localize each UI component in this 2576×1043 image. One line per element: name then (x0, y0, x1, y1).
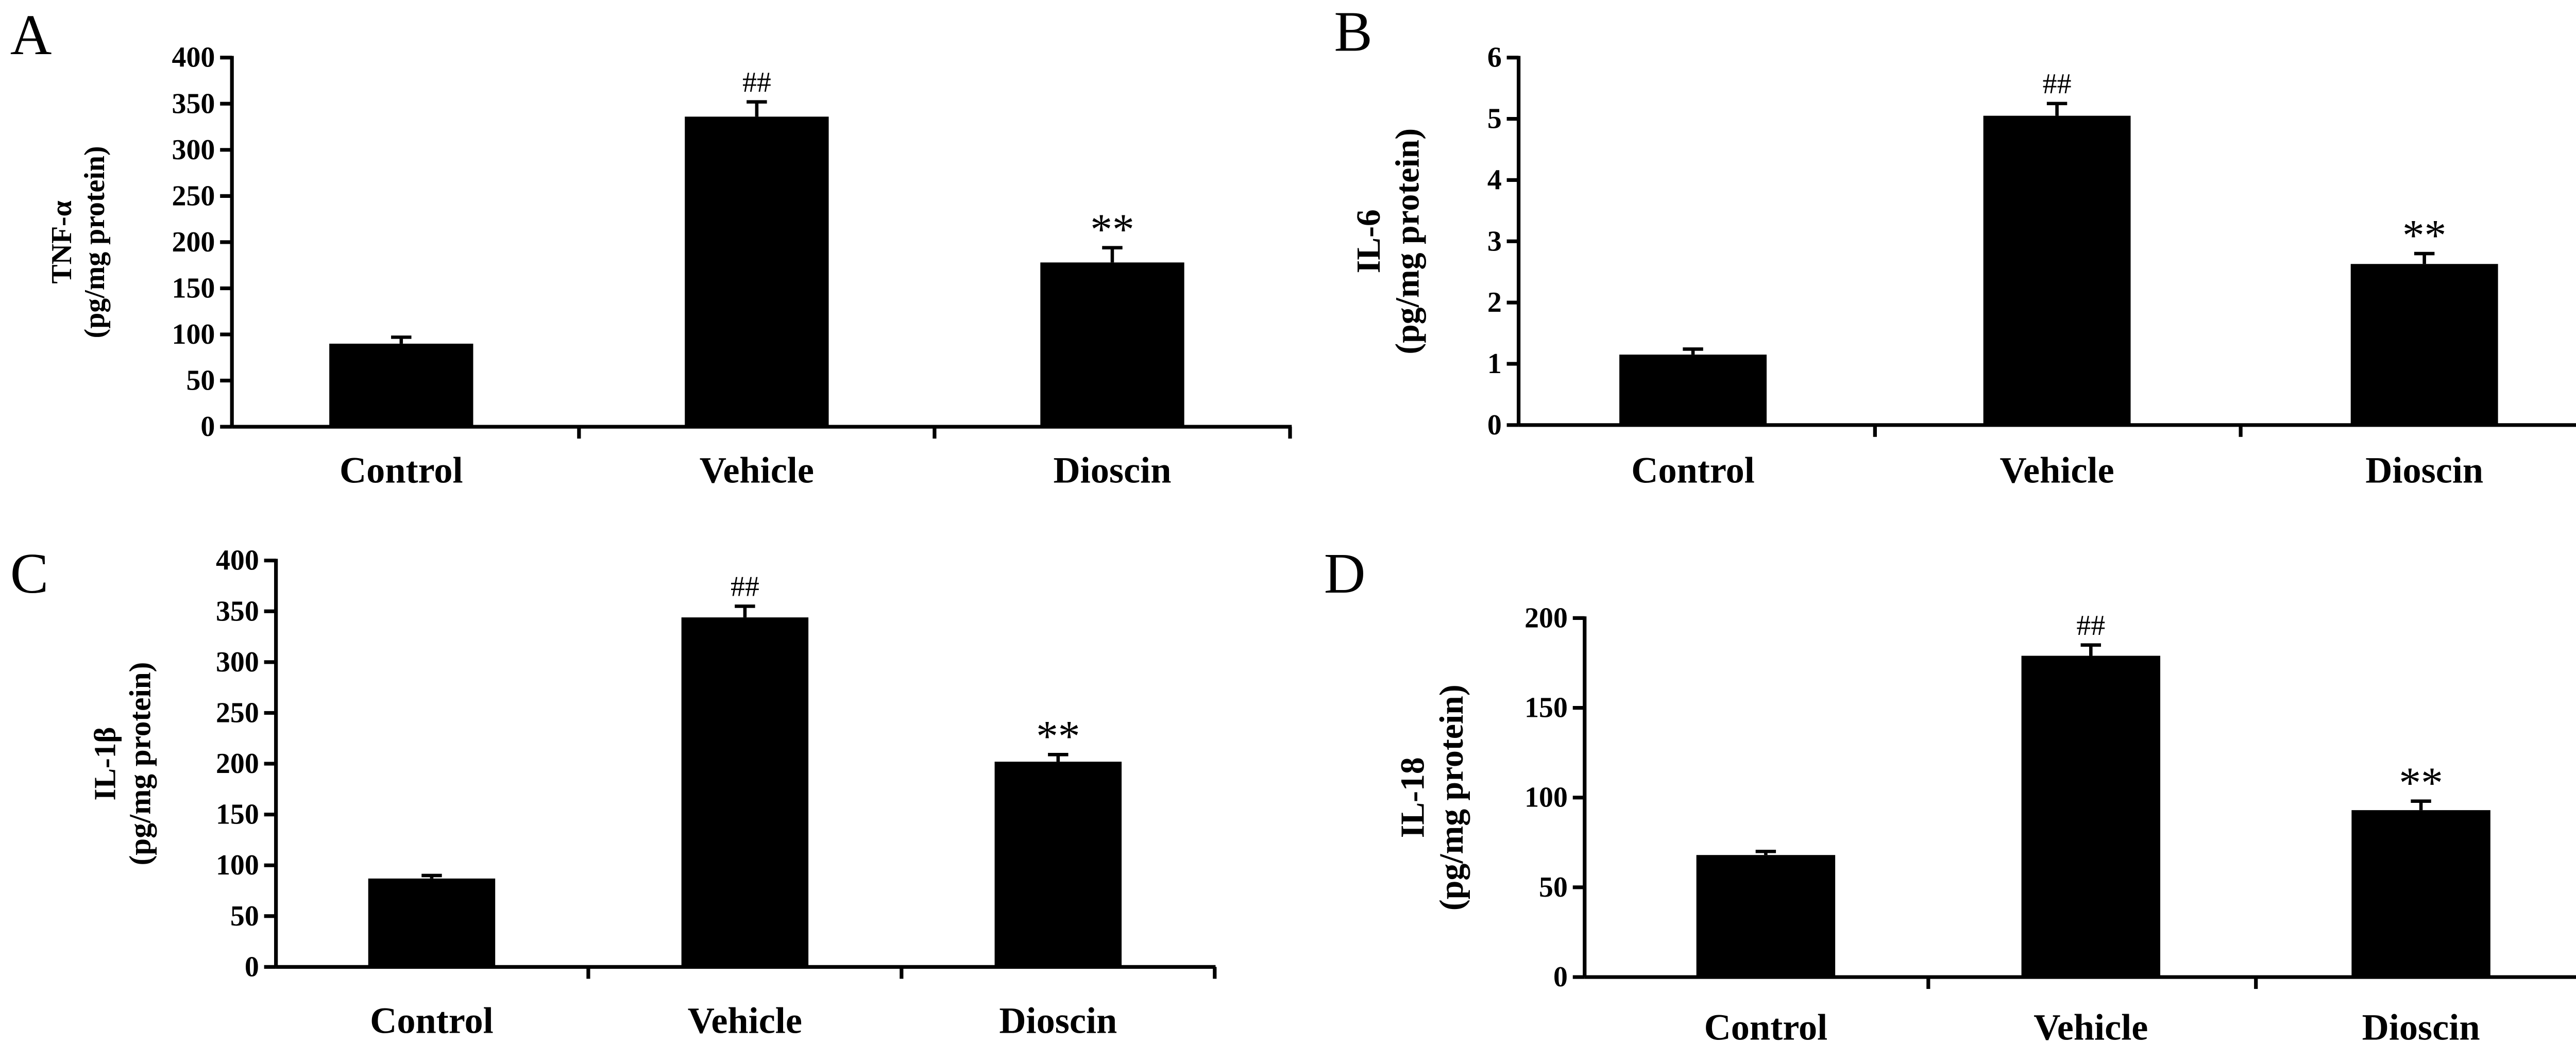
significance-annotation: ## (742, 66, 771, 98)
y-tick-label: 1 (1487, 348, 1502, 380)
y-axis-title-unit: (pg/mg protein) (1433, 684, 1470, 911)
category-label: Control (1704, 1007, 1828, 1043)
y-tick-label: 2 (1487, 287, 1502, 318)
y-tick-label: 4 (1487, 164, 1502, 196)
bar-vehicle (685, 116, 829, 427)
y-tick-label: 5 (1487, 103, 1502, 135)
y-tick-label: 50 (230, 900, 259, 932)
y-axis-title-main: TNF-α (46, 200, 78, 284)
significance-annotation: ## (2076, 610, 2105, 642)
y-axis-title: IL-18 (pg/mg protein) (1394, 684, 1471, 911)
y-tick-label: 6 (1487, 42, 1502, 74)
bar-control (1696, 855, 1836, 978)
category-label: Control (370, 1000, 494, 1041)
bar-dioscin (2350, 264, 2498, 425)
y-tick-label: 250 (216, 697, 259, 729)
category-label: Dioscin (999, 1000, 1117, 1041)
y-tick-label: 400 (216, 545, 259, 577)
y-tick-label: 200 (216, 748, 259, 780)
y-tick-label: 150 (216, 799, 259, 831)
y-axis-title: IL-6 (pg/mg protein) (1350, 128, 1427, 355)
y-tick-label: 100 (1524, 782, 1568, 814)
y-tick-label: 150 (172, 272, 215, 304)
significance-annotation: ** (2399, 759, 2443, 808)
y-axis-title-unit: (pg/mg protein) (123, 662, 157, 866)
y-axis-title-main: IL-18 (1394, 757, 1432, 838)
bar-dioscin (2351, 810, 2490, 978)
panel-letter: D (1324, 542, 1366, 605)
chart-panel-c: C 0 50 100 150 200 250 300 350 400 Control ## Vehicl… (10, 542, 1217, 1041)
significance-annotation: ## (731, 571, 759, 603)
y-axis-title-main: IL-1β (88, 727, 122, 801)
category-label: Control (340, 450, 463, 491)
y-tick-label: 0 (245, 951, 259, 983)
y-tick-label: 100 (216, 849, 259, 881)
significance-annotation: ## (2043, 68, 2072, 100)
y-tick-label: 50 (186, 365, 215, 397)
category-label: Vehicle (1999, 450, 2114, 491)
significance-annotation: ** (2402, 211, 2446, 260)
y-tick-label: 0 (200, 411, 215, 443)
y-tick-label: 0 (1487, 409, 1502, 441)
bar-vehicle (681, 617, 809, 967)
panel-letter: B (1334, 0, 1372, 64)
y-tick-label: 200 (172, 226, 215, 258)
y-tick-label: 400 (172, 42, 215, 74)
y-axis-title-unit: (pg/mg protein) (1389, 128, 1427, 355)
y-axis-title-main: IL-6 (1350, 209, 1387, 273)
chart-panel-d: D 0 50 100 150 200 Control ## Vehicle ** Dioscin IL… (1324, 542, 2576, 1043)
significance-annotation: ** (1090, 206, 1134, 254)
y-tick-label: 100 (172, 318, 215, 350)
bar-control (329, 343, 473, 427)
chart-panel-b: B 0 1 2 3 4 5 6 Control ## Vehicle ** Dioscin IL-6 (pg… (1334, 0, 2576, 491)
bar-control (368, 878, 496, 967)
category-label: Dioscin (2365, 450, 2483, 491)
panel-letter: A (10, 3, 52, 67)
y-tick-label: 300 (172, 134, 215, 166)
category-label: Vehicle (688, 1000, 802, 1041)
category-label: Dioscin (1053, 450, 1171, 491)
category-label: Control (1631, 450, 1755, 491)
y-tick-label: 300 (216, 646, 259, 678)
category-label: Vehicle (700, 450, 814, 491)
y-tick-label: 200 (1524, 602, 1568, 634)
bar-vehicle (1983, 115, 2131, 425)
bar-dioscin (1040, 262, 1184, 427)
y-tick-label: 350 (172, 88, 215, 120)
y-axis-title: TNF-α (pg/mg protein) (46, 146, 111, 338)
y-tick-label: 150 (1524, 692, 1568, 724)
bar-control (1619, 355, 1767, 425)
significance-annotation: ** (1036, 713, 1080, 761)
bar-dioscin (994, 762, 1122, 967)
y-axis-title-unit: (pg/mg protein) (79, 146, 111, 338)
y-axis-title: IL-1β (pg/mg protein) (88, 662, 157, 866)
chart-panel-a: A 0 50 100 150 200 250 300 350 400 Control ## Vehicl… (10, 3, 1292, 491)
y-tick-label: 3 (1487, 225, 1502, 257)
y-tick-label: 250 (172, 180, 215, 212)
y-tick-label: 350 (216, 595, 259, 627)
category-label: Vehicle (2033, 1007, 2148, 1043)
y-tick-label: 50 (1539, 871, 1568, 903)
category-label: Dioscin (2362, 1007, 2480, 1043)
bar-vehicle (2021, 655, 2161, 978)
y-tick-label: 0 (1553, 961, 1568, 993)
panel-letter: C (10, 542, 49, 605)
